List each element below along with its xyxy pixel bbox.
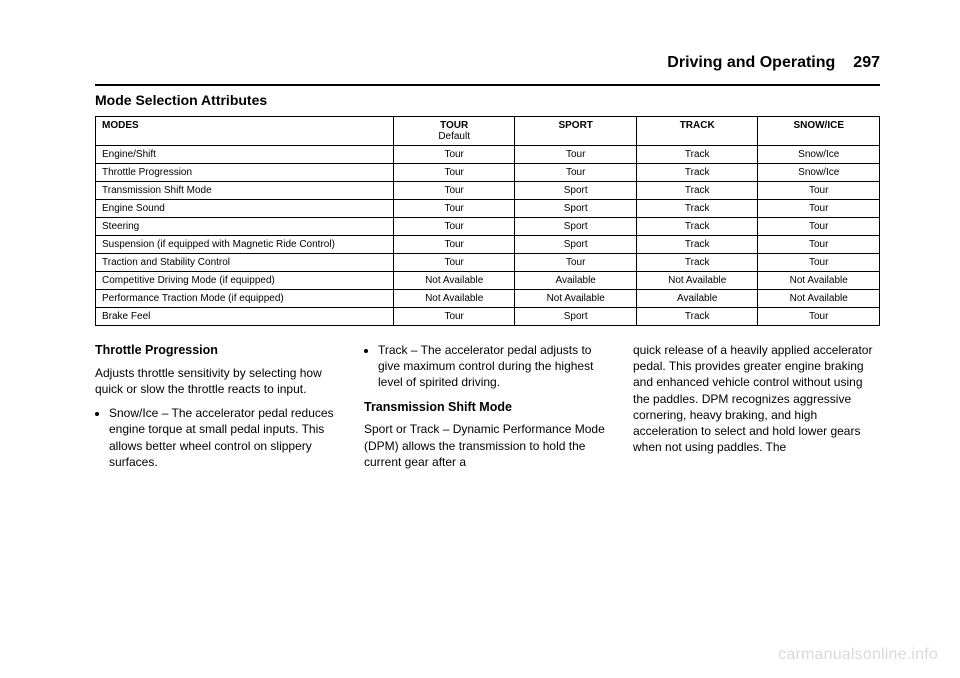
table-cell: Sport xyxy=(515,182,637,200)
table-cell: Tour xyxy=(515,164,637,182)
table-cell: Tour xyxy=(393,182,515,200)
body-columns: Throttle Progression Adjusts throttle se… xyxy=(95,342,880,478)
modes-table: MODES TOUR Default SPORT TRACK SNOW/ICE … xyxy=(95,116,880,326)
table-cell: Not Available xyxy=(393,290,515,308)
section-title: Mode Selection Attributes xyxy=(95,92,880,108)
table-cell: Track xyxy=(636,146,758,164)
table-cell: Tour xyxy=(393,164,515,182)
table-cell: Tour xyxy=(393,200,515,218)
body-col-2: Track – The accelerator pedal adjusts to… xyxy=(364,342,611,478)
table-cell: Sport xyxy=(515,308,637,326)
col-header-sublabel: Default xyxy=(400,131,509,142)
table-cell: Tour xyxy=(515,146,637,164)
table-cell: Not Available xyxy=(758,272,880,290)
table-cell: Tour xyxy=(758,308,880,326)
body-col-3: quick release of a heavily applied accel… xyxy=(633,342,880,478)
table-cell: Snow/Ice xyxy=(758,146,880,164)
table-cell: Sport xyxy=(515,200,637,218)
col-header-label: SPORT xyxy=(558,120,592,131)
paragraph: quick release of a heavily applied accel… xyxy=(633,342,880,455)
table-cell: Track xyxy=(636,218,758,236)
table-cell: Tour xyxy=(393,218,515,236)
subheading-throttle: Throttle Progression xyxy=(95,342,342,359)
table-cell: Not Available xyxy=(636,272,758,290)
table-cell: Sport xyxy=(515,218,637,236)
table-cell: Tour xyxy=(758,182,880,200)
col-header-modes: MODES xyxy=(96,117,394,146)
col-header-snowice: SNOW/ICE xyxy=(758,117,880,146)
table-cell: Suspension (if equipped with Magnetic Ri… xyxy=(96,236,394,254)
page-header: Driving and Operating 297 xyxy=(95,54,880,72)
watermark: carmanualsonline.info xyxy=(778,646,938,664)
table-cell: Not Available xyxy=(393,272,515,290)
col-header-tour: TOUR Default xyxy=(393,117,515,146)
table-row: Traction and Stability ControlTourTourTr… xyxy=(96,254,880,272)
table-row: Throttle ProgressionTourTourTrackSnow/Ic… xyxy=(96,164,880,182)
table-header-row: MODES TOUR Default SPORT TRACK SNOW/ICE xyxy=(96,117,880,146)
table-cell: Tour xyxy=(393,308,515,326)
table-row: Transmission Shift ModeTourSportTrackTou… xyxy=(96,182,880,200)
table-cell: Tour xyxy=(393,236,515,254)
bullet-list: Track – The accelerator pedal adjusts to… xyxy=(364,342,611,391)
table-cell: Tour xyxy=(393,146,515,164)
table-cell: Engine Sound xyxy=(96,200,394,218)
bullet-list: Snow/Ice – The accelerator pedal reduces… xyxy=(95,405,342,470)
table-cell: Tour xyxy=(758,236,880,254)
body-col-1: Throttle Progression Adjusts throttle se… xyxy=(95,342,342,478)
table-row: Engine/ShiftTourTourTrackSnow/Ice xyxy=(96,146,880,164)
table-cell: Available xyxy=(636,290,758,308)
table-row: Performance Traction Mode (if equipped)N… xyxy=(96,290,880,308)
table-cell: Tour xyxy=(758,254,880,272)
table-cell: Track xyxy=(636,236,758,254)
list-item: Track – The accelerator pedal adjusts to… xyxy=(378,342,611,391)
col-header-sport: SPORT xyxy=(515,117,637,146)
table-row: Brake FeelTourSportTrackTour xyxy=(96,308,880,326)
table-cell: Tour xyxy=(758,200,880,218)
header-page-number: 297 xyxy=(853,54,880,72)
col-header-label: TOUR xyxy=(440,120,468,131)
subheading-transmission: Transmission Shift Mode xyxy=(364,399,611,416)
table-cell: Performance Traction Mode (if equipped) xyxy=(96,290,394,308)
list-item: Snow/Ice – The accelerator pedal reduces… xyxy=(109,405,342,470)
col-header-label: TRACK xyxy=(680,120,715,131)
table-cell: Snow/Ice xyxy=(758,164,880,182)
table-row: Engine SoundTourSportTrackTour xyxy=(96,200,880,218)
col-header-label: MODES xyxy=(102,120,139,131)
table-row: Suspension (if equipped with Magnetic Ri… xyxy=(96,236,880,254)
table-cell: Steering xyxy=(96,218,394,236)
table-body: Engine/ShiftTourTourTrackSnow/IceThrottl… xyxy=(96,146,880,326)
table-cell: Track xyxy=(636,164,758,182)
table-row: SteeringTourSportTrackTour xyxy=(96,218,880,236)
table-cell: Track xyxy=(636,308,758,326)
paragraph: Adjusts throttle sensitivity by selectin… xyxy=(95,365,342,397)
header-rule xyxy=(95,84,880,86)
table-cell: Not Available xyxy=(515,290,637,308)
col-header-track: TRACK xyxy=(636,117,758,146)
col-header-label: SNOW/ICE xyxy=(793,120,844,131)
table-cell: Sport xyxy=(515,236,637,254)
table-cell: Competitive Driving Mode (if equipped) xyxy=(96,272,394,290)
table-cell: Available xyxy=(515,272,637,290)
document-page: Driving and Operating 297 Mode Selection… xyxy=(0,0,960,518)
table-cell: Tour xyxy=(758,218,880,236)
table-cell: Traction and Stability Control xyxy=(96,254,394,272)
table-cell: Throttle Progression xyxy=(96,164,394,182)
table-cell: Track xyxy=(636,200,758,218)
table-cell: Track xyxy=(636,182,758,200)
header-section-title: Driving and Operating xyxy=(667,54,835,72)
table-cell: Transmission Shift Mode xyxy=(96,182,394,200)
table-cell: Engine/Shift xyxy=(96,146,394,164)
table-cell: Not Available xyxy=(758,290,880,308)
paragraph: Sport or Track – Dynamic Performance Mod… xyxy=(364,421,611,470)
table-cell: Brake Feel xyxy=(96,308,394,326)
table-cell: Track xyxy=(636,254,758,272)
table-cell: Tour xyxy=(515,254,637,272)
table-row: Competitive Driving Mode (if equipped)No… xyxy=(96,272,880,290)
table-cell: Tour xyxy=(393,254,515,272)
